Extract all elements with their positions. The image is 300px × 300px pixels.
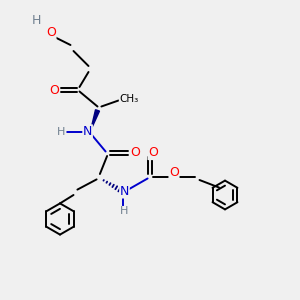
- Text: O: O: [148, 146, 158, 160]
- Text: O: O: [130, 146, 140, 160]
- Text: O: O: [49, 83, 59, 97]
- Text: CH₃: CH₃: [119, 94, 139, 104]
- Text: N: N: [120, 185, 129, 198]
- Text: H: H: [57, 127, 66, 137]
- Polygon shape: [91, 110, 100, 130]
- Text: O: O: [169, 166, 179, 179]
- Text: O: O: [46, 26, 56, 40]
- Text: H: H: [31, 14, 41, 28]
- Text: H: H: [120, 206, 129, 217]
- Text: N: N: [83, 125, 92, 138]
